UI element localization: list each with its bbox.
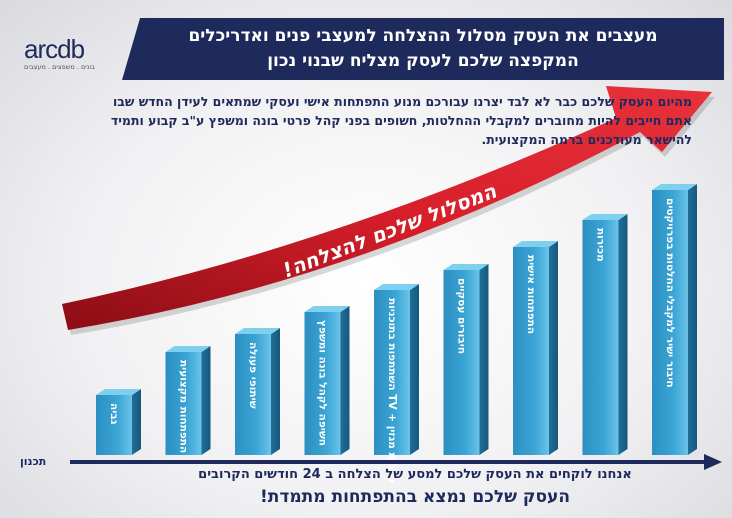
bar bbox=[582, 220, 619, 455]
bar-side bbox=[132, 389, 141, 455]
bar-side bbox=[410, 284, 419, 455]
footer-headline: העסק שלכם נמצא בהתפתחות מתמדת! bbox=[259, 487, 571, 507]
logo-tagline: בונים . משפצים . מעצבים bbox=[24, 63, 95, 71]
bar bbox=[96, 395, 132, 455]
footer-line: אנחנו לוקחים את העסק שלכם למסע של הצלחה … bbox=[198, 467, 632, 482]
bar-top bbox=[374, 284, 419, 290]
bar bbox=[304, 312, 341, 455]
step-label: התפתחות מקצועית bbox=[178, 360, 190, 453]
bar bbox=[165, 352, 202, 455]
step-label: חיבורים עסקיים bbox=[456, 278, 468, 354]
bar bbox=[652, 190, 688, 455]
bar-top bbox=[304, 306, 350, 312]
bar-side bbox=[479, 264, 489, 455]
bar-side bbox=[688, 184, 697, 455]
bar bbox=[235, 334, 271, 455]
step-label: השתתפות בתוכניות TV + כתבות מגזין bbox=[386, 298, 398, 483]
bar-top bbox=[443, 264, 489, 270]
bar bbox=[374, 290, 410, 455]
bar-top bbox=[582, 214, 628, 220]
intro-text: מהיום העסק שלכם כבר לא לבד יצרנו עבורכם … bbox=[110, 94, 692, 147]
growth-arrow bbox=[62, 86, 712, 330]
title-line: המקפצה שלכם לעסק מצליח שבנוי נכון bbox=[267, 51, 579, 71]
title-banner: מעצבים את העסק מסלול ההצלחה למעצבי פנים … bbox=[122, 18, 724, 80]
bar-side bbox=[549, 241, 558, 455]
bar-side bbox=[271, 328, 280, 455]
bar-top bbox=[235, 328, 280, 334]
step-label: שיתופי פעולה bbox=[247, 342, 259, 409]
step-label: גביה bbox=[108, 403, 120, 425]
logo: arcdb בונים . משפצים . מעצבים bbox=[24, 34, 114, 71]
step-label: התפתחות אישית bbox=[525, 255, 537, 334]
bar-side bbox=[340, 306, 350, 455]
timeline-arrowhead bbox=[704, 454, 722, 470]
bars: גביה התפתחות מקצועית שיתופי פעולה חשיפה לקה… bbox=[96, 184, 697, 483]
bar-side bbox=[618, 214, 628, 455]
bar bbox=[443, 270, 480, 455]
bar-top bbox=[513, 241, 558, 247]
step-label: חיבור ישיר למקבלי החלטות בפרויקטים bbox=[664, 198, 676, 388]
title-line: מעצבים את העסק מסלול ההצלחה למעצבי פנים … bbox=[188, 26, 658, 46]
axis-label: תכנון bbox=[20, 455, 47, 468]
step-label: חשיפה לקהל בונה ומשפץ bbox=[317, 320, 329, 446]
bar-top bbox=[165, 346, 211, 352]
bar-top bbox=[96, 389, 141, 395]
bar-top bbox=[652, 184, 697, 190]
bar bbox=[513, 247, 549, 455]
bar-side bbox=[201, 346, 211, 455]
logo-word: arcdb bbox=[24, 34, 85, 64]
step-label: מכירות bbox=[595, 228, 607, 262]
